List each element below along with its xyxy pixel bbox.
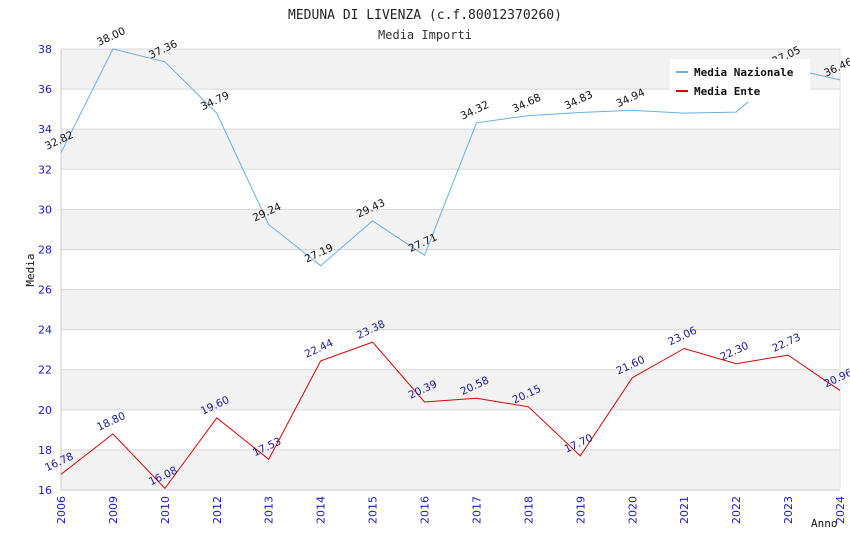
y-tick-label: 18 (38, 444, 52, 457)
x-tick-label: 2018 (522, 496, 535, 524)
data-label: 34.83 (563, 89, 595, 113)
x-tick-label: 2016 (419, 496, 432, 524)
data-label: 34.79 (199, 89, 231, 113)
x-tick-label: 2021 (678, 496, 691, 524)
y-axis-label: Media (24, 253, 37, 286)
y-tick-label: 36 (38, 83, 52, 96)
grid-bands (61, 49, 840, 490)
x-tick-label: 2015 (367, 496, 380, 524)
y-tick-label: 16 (38, 484, 52, 497)
data-label: 34.32 (459, 99, 491, 123)
grid-band (61, 369, 840, 410)
chart-title: MEDUNA DI LIVENZA (c.f.80012370260) (288, 8, 562, 23)
legend-box (670, 59, 810, 102)
y-tick-label: 20 (38, 404, 52, 417)
y-tick-label: 26 (38, 284, 52, 297)
y-tick-label: 38 (38, 43, 52, 56)
series-line-media-nazionale (60, 48, 841, 267)
y-tick-label: 32 (38, 163, 52, 176)
axes (60, 49, 841, 491)
legend-label: Media Nazionale (694, 66, 794, 79)
y-tick-label: 22 (38, 364, 52, 377)
grid-band (61, 209, 840, 250)
x-axis-ticks: 2006 2009 2010 2012 2013 2014 2015 2016 2017 2018… (55, 496, 847, 524)
y-tick-label: 28 (38, 243, 52, 256)
series-lines (60, 48, 841, 490)
x-axis-label: Anno (811, 517, 838, 530)
y-tick-label: 24 (38, 324, 52, 337)
x-tick-label: 2012 (211, 496, 224, 524)
grid-lines (61, 48, 840, 491)
data-label: 38.00 (95, 25, 127, 49)
data-label: 22.30 (718, 340, 750, 364)
data-label: 34.94 (614, 86, 647, 110)
grid-band (61, 449, 840, 490)
y-tick-label: 30 (38, 203, 52, 216)
data-label: 18.80 (95, 410, 127, 434)
x-tick-label: 2006 (55, 496, 68, 524)
x-tick-label: 2022 (730, 496, 743, 524)
x-tick-label: 2020 (626, 496, 639, 524)
data-label: 34.68 (511, 92, 543, 116)
series-line-media-ente (60, 341, 841, 490)
x-tick-label: 2014 (315, 496, 328, 524)
x-tick-label: 2010 (159, 496, 172, 524)
x-tick-label: 2023 (782, 496, 795, 524)
y-tick-label: 34 (38, 123, 52, 136)
x-tick-label: 2019 (574, 496, 587, 524)
grid-band (61, 289, 840, 330)
legend-label: Media Ente (694, 85, 761, 98)
legend: Media Nazionale Media Ente (670, 59, 810, 102)
x-tick-label: 2024 (834, 496, 847, 524)
grid-band (61, 129, 840, 170)
x-tick-label: 2009 (107, 496, 120, 524)
x-tick-label: 2017 (470, 496, 483, 524)
x-tick-label: 2013 (263, 496, 276, 524)
chart-subtitle: Media Importi (378, 28, 472, 42)
data-label: 22.73 (770, 331, 802, 355)
y-axis-ticks: 16 18 20 22 24 26 28 30 32 34 36 38 (38, 43, 52, 497)
